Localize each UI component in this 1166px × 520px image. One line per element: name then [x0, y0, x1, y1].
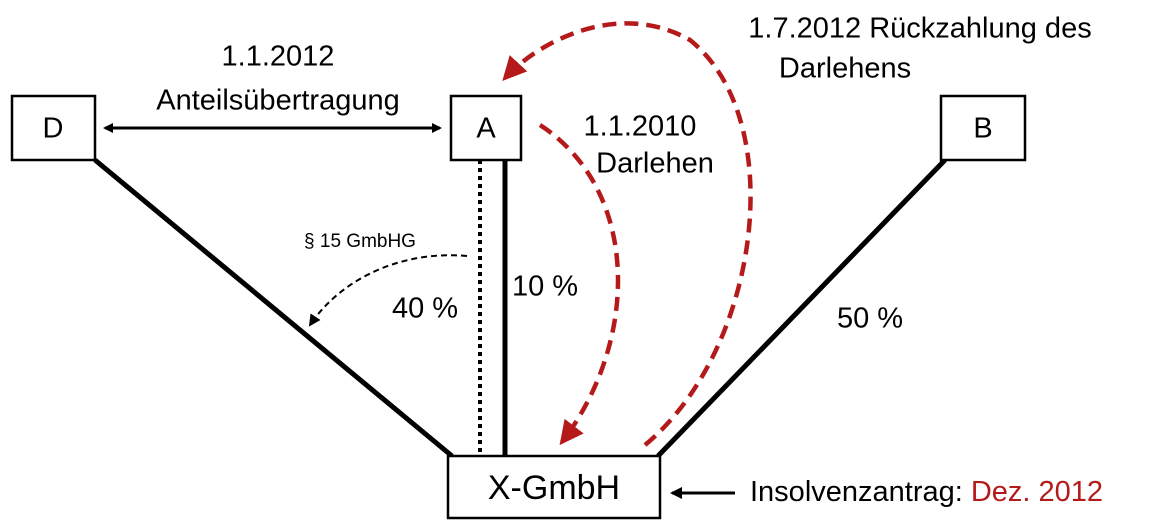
label: Darlehens [779, 53, 911, 85]
label: 1.7.2012 Rückzahlung des [748, 13, 1091, 45]
date: Dez. 2012 [971, 476, 1103, 508]
insolvency: Insolvenzantrag: Dez. 2012 [750, 476, 1103, 508]
label: Darlehen [596, 148, 714, 180]
node [449, 94, 523, 162]
label: Insolvenzantrag: [750, 476, 963, 508]
node-label: D [43, 113, 64, 145]
node-label: X-GmbH [488, 469, 620, 507]
label: Anteilsübertragung [156, 85, 399, 117]
edge [656, 158, 947, 458]
share-label: 40 % [392, 293, 458, 325]
rule-arrow [308, 254, 468, 327]
node-label: A [476, 113, 496, 145]
node [446, 454, 662, 520]
node-label: B [973, 113, 992, 145]
label: 1.1.2012 [222, 41, 335, 73]
share-label: 10 % [512, 271, 578, 303]
node [10, 94, 97, 162]
node [939, 94, 1027, 162]
loan-arrow [538, 123, 621, 446]
edge [93, 158, 454, 458]
label: 1.1.2010 [584, 111, 697, 143]
label: § 15 GmbHG [304, 231, 416, 252]
repayment-arrow [502, 21, 753, 447]
share-label: 50 % [837, 303, 903, 335]
